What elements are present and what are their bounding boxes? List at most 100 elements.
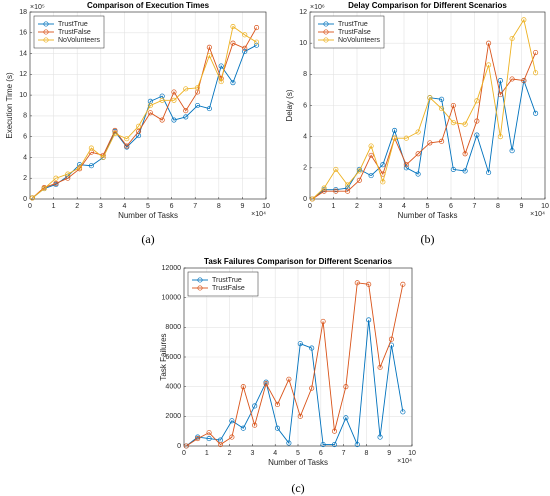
data-point — [112, 131, 118, 137]
data-point — [297, 413, 303, 419]
data-point — [229, 434, 235, 440]
data-point — [331, 428, 338, 434]
x-tick-label: 9 — [520, 203, 524, 210]
data-point — [159, 117, 165, 123]
data-point — [450, 166, 456, 172]
data-point — [218, 79, 224, 85]
data-point — [171, 89, 177, 95]
data-point — [486, 62, 492, 68]
x-axis-label: Number of Tasks — [268, 458, 328, 467]
data-point — [497, 92, 503, 98]
x-tick-label: 2 — [75, 203, 79, 210]
data-point — [65, 171, 71, 177]
data-point — [521, 78, 527, 84]
data-point — [183, 86, 189, 92]
data-point — [230, 23, 236, 30]
x-tick-label: 4 — [122, 203, 126, 210]
x-tick-label: 2 — [228, 450, 232, 457]
data-point — [368, 173, 374, 179]
x-tick-label: 5 — [296, 450, 300, 457]
series-line — [312, 43, 537, 200]
data-point — [427, 95, 433, 101]
y-tick-label: 12 — [299, 9, 307, 16]
data-point — [217, 441, 224, 448]
x-tick-label: 3 — [250, 450, 254, 457]
y-axis-label: Delay (s) — [285, 89, 294, 121]
data-point — [415, 171, 421, 177]
x-axis-label: Number of Tasks — [398, 211, 458, 220]
legend-marker — [43, 21, 49, 27]
x-tick-label: 0 — [308, 203, 312, 210]
x-tick-label: 9 — [240, 203, 244, 210]
data-point — [366, 317, 372, 323]
legend-label: TrustFalse — [338, 29, 371, 36]
axes-box — [309, 11, 546, 200]
data-point — [183, 108, 189, 114]
y-tick-label: 12 — [19, 71, 27, 78]
data-point — [297, 341, 303, 347]
x-tick-label: 5 — [426, 203, 430, 210]
series-line — [312, 18, 537, 200]
data-point — [230, 80, 236, 86]
data-point — [136, 123, 142, 129]
data-point — [242, 48, 248, 55]
chart-title: Delay Comparison for Different Scenarios — [348, 1, 507, 10]
data-point — [462, 121, 468, 127]
data-point — [509, 76, 515, 82]
data-point — [450, 120, 456, 126]
data-point — [171, 97, 177, 103]
data-point — [354, 280, 360, 286]
data-point — [415, 151, 421, 157]
data-point — [263, 381, 269, 387]
data-point — [415, 129, 421, 135]
data-point — [112, 127, 118, 133]
x-tick-label: 9 — [387, 450, 391, 457]
data-point — [206, 106, 212, 112]
x-axis-label: Number of Tasks — [118, 211, 178, 220]
data-point — [333, 166, 339, 172]
data-point — [171, 117, 177, 123]
data-point — [195, 436, 201, 442]
y-tick-label: 4 — [303, 134, 307, 141]
x-tick-label: 1 — [52, 203, 56, 210]
data-point — [240, 384, 246, 390]
data-point — [403, 162, 409, 168]
data-point — [136, 128, 142, 135]
data-point — [320, 318, 326, 324]
x-tick-label: 1 — [205, 450, 209, 457]
data-point — [286, 440, 292, 446]
legend-label: TrustTrue — [338, 21, 368, 28]
data-point — [354, 441, 360, 448]
series-line — [186, 319, 404, 447]
data-point — [183, 114, 189, 120]
axes-box — [183, 267, 413, 447]
x-tick-label: 2 — [355, 203, 359, 210]
data-point — [343, 384, 349, 390]
data-point — [206, 44, 212, 50]
y-tick-label: 4 — [23, 154, 27, 161]
data-point — [254, 42, 260, 48]
data-point — [356, 168, 362, 174]
x-multiplier: ×10⁴ — [397, 458, 412, 465]
data-point — [388, 336, 395, 342]
data-point — [206, 436, 212, 442]
legend-marker — [197, 277, 203, 283]
y-tick-label: 8 — [303, 71, 307, 78]
data-point — [497, 134, 503, 140]
data-point — [497, 78, 503, 84]
data-point — [368, 152, 374, 158]
x-tick-label: 6 — [449, 203, 453, 210]
data-point — [368, 143, 374, 149]
data-point — [331, 441, 338, 448]
data-point — [320, 441, 326, 448]
data-point — [100, 154, 106, 160]
x-tick-label: 8 — [496, 203, 500, 210]
legend-label: TrustTrue — [212, 277, 242, 284]
data-point — [345, 185, 351, 191]
y-tick-label: 10 — [19, 92, 27, 99]
data-point — [392, 127, 398, 133]
y-tick-label: 0 — [177, 443, 181, 450]
x-tick-label: 8 — [217, 203, 221, 210]
y-tick-label: 10 — [299, 40, 307, 47]
